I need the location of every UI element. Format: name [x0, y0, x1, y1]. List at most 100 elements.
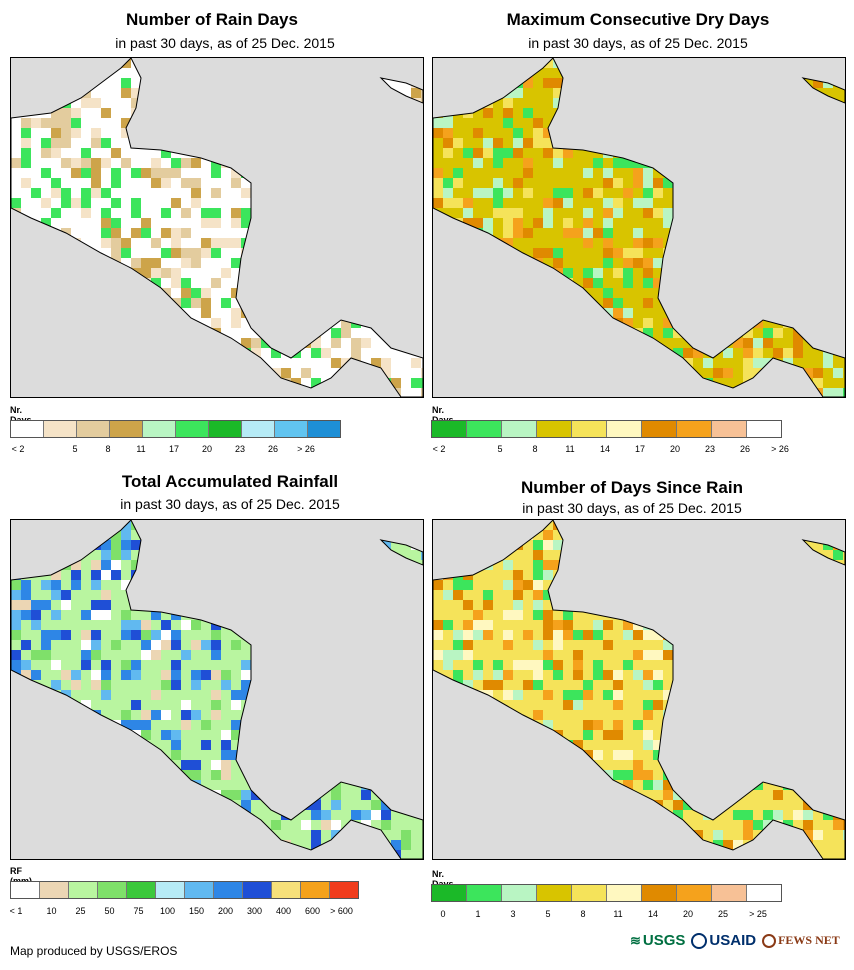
footer-credit: Map produced by USGS/EROS	[10, 944, 178, 958]
legend-label: 8	[580, 909, 586, 919]
legend-swatch	[572, 421, 607, 437]
legend-label: < 2	[11, 444, 25, 454]
legend-label: 23	[234, 444, 246, 454]
legend-swatch	[272, 882, 301, 898]
legend-label: 25	[717, 909, 729, 919]
map-svg	[433, 58, 845, 397]
legend-label: 23	[704, 444, 716, 454]
fews-net-logo: FEWS NET	[762, 933, 840, 948]
map-svg	[433, 520, 845, 859]
legend-label: 26	[267, 444, 279, 454]
legend-label: 100	[159, 906, 176, 916]
legend-label: 5	[72, 444, 78, 454]
legend-swatch	[301, 882, 330, 898]
legend-label: 1	[475, 909, 481, 919]
legend-label: 10	[46, 906, 57, 916]
map-rain-days	[10, 57, 424, 398]
legend-swatch	[432, 885, 467, 901]
legend-label: 5	[545, 909, 551, 919]
legend-swatch	[537, 421, 572, 437]
legend-colorbar	[10, 420, 341, 438]
legend-swatch	[77, 421, 110, 437]
legend-label: 25	[75, 906, 86, 916]
legend-label: > 26	[297, 444, 315, 454]
legend-label: 8	[532, 444, 538, 454]
panel-title: Total Accumulated Rainfall	[121, 472, 339, 491]
legend-swatch	[209, 421, 242, 437]
legend-label: 20	[201, 444, 213, 454]
legend-label: < 2	[432, 444, 446, 454]
legend-swatch	[677, 885, 712, 901]
legend-label: 5	[497, 444, 503, 454]
legend-swatch	[607, 421, 642, 437]
legend-label: 11	[565, 444, 575, 454]
panel-subtitle: in past 30 days, as of 25 Dec. 2015	[120, 496, 340, 512]
legend-label: 14	[647, 909, 659, 919]
legend-swatch	[11, 421, 44, 437]
legend-swatch	[712, 421, 747, 437]
legend-swatch	[572, 885, 607, 901]
legend-swatch	[243, 882, 272, 898]
legend-swatch	[467, 885, 502, 901]
panel-subtitle: in past 30 days, as of 25 Dec. 2015	[115, 35, 335, 51]
legend-label: 150	[188, 906, 205, 916]
legend-label: 75	[133, 906, 144, 916]
legend-swatch	[308, 421, 340, 437]
legend-swatch	[214, 882, 243, 898]
legend-label: > 25	[749, 909, 767, 919]
legend-swatch	[502, 885, 537, 901]
legend-swatch	[747, 421, 781, 437]
legend-swatch	[110, 421, 143, 437]
map-svg	[11, 58, 423, 397]
panel-title: Number of Days Since Rain	[520, 478, 743, 497]
legend-swatch	[143, 421, 176, 437]
legend-swatch	[502, 421, 537, 437]
country-borders	[433, 58, 845, 397]
map-days-since-rain	[432, 519, 846, 860]
legend-swatch	[712, 885, 747, 901]
legend-swatch	[176, 421, 209, 437]
legend-swatch	[607, 885, 642, 901]
panel-title: Number of Rain Days	[126, 10, 298, 29]
usaid-logo: USAID	[691, 932, 756, 949]
panel-subtitle: in past 30 days, as of 25 Dec. 2015	[528, 35, 748, 51]
legend-label: 14	[599, 444, 611, 454]
legend-label: 50	[104, 906, 115, 916]
legend-label: 600	[304, 906, 321, 916]
legend-label: > 600	[330, 906, 353, 916]
legend-swatch	[44, 421, 77, 437]
legend-swatch	[11, 882, 40, 898]
legend-swatch	[677, 421, 712, 437]
country-borders	[11, 520, 423, 859]
logos: ≋ USGS USAID FEWS NET	[630, 932, 840, 949]
legend-label: 200	[217, 906, 234, 916]
legend-swatch	[330, 882, 358, 898]
legend-label: 400	[275, 906, 292, 916]
legend-label: 8	[105, 444, 111, 454]
map-svg	[11, 520, 423, 859]
map-dry-days	[432, 57, 846, 398]
legend-swatch	[98, 882, 127, 898]
panel-subtitle: in past 30 days, as of 25 Dec. 2015	[522, 500, 742, 516]
legend-label: 20	[682, 909, 694, 919]
legend-label: 11	[136, 444, 146, 454]
legend-swatch	[127, 882, 156, 898]
legend-label: 17	[634, 444, 646, 454]
legend-label: 20	[669, 444, 681, 454]
legend-label: > 26	[771, 444, 789, 454]
legend-colorbar	[431, 884, 782, 902]
legend-colorbar	[10, 881, 359, 899]
panel-title: Maximum Consecutive Dry Days	[506, 10, 770, 29]
legend-swatch	[537, 885, 572, 901]
usgs-logo: ≋ USGS	[630, 932, 686, 949]
legend-label: 0	[440, 909, 446, 919]
legend-swatch	[467, 421, 502, 437]
legend-swatch	[275, 421, 308, 437]
legend-swatch	[242, 421, 275, 437]
legend-swatch	[156, 882, 185, 898]
legend-swatch	[69, 882, 98, 898]
legend-swatch	[40, 882, 69, 898]
legend-swatch	[642, 421, 677, 437]
legend-colorbar	[431, 420, 782, 438]
legend-label: 17	[168, 444, 180, 454]
